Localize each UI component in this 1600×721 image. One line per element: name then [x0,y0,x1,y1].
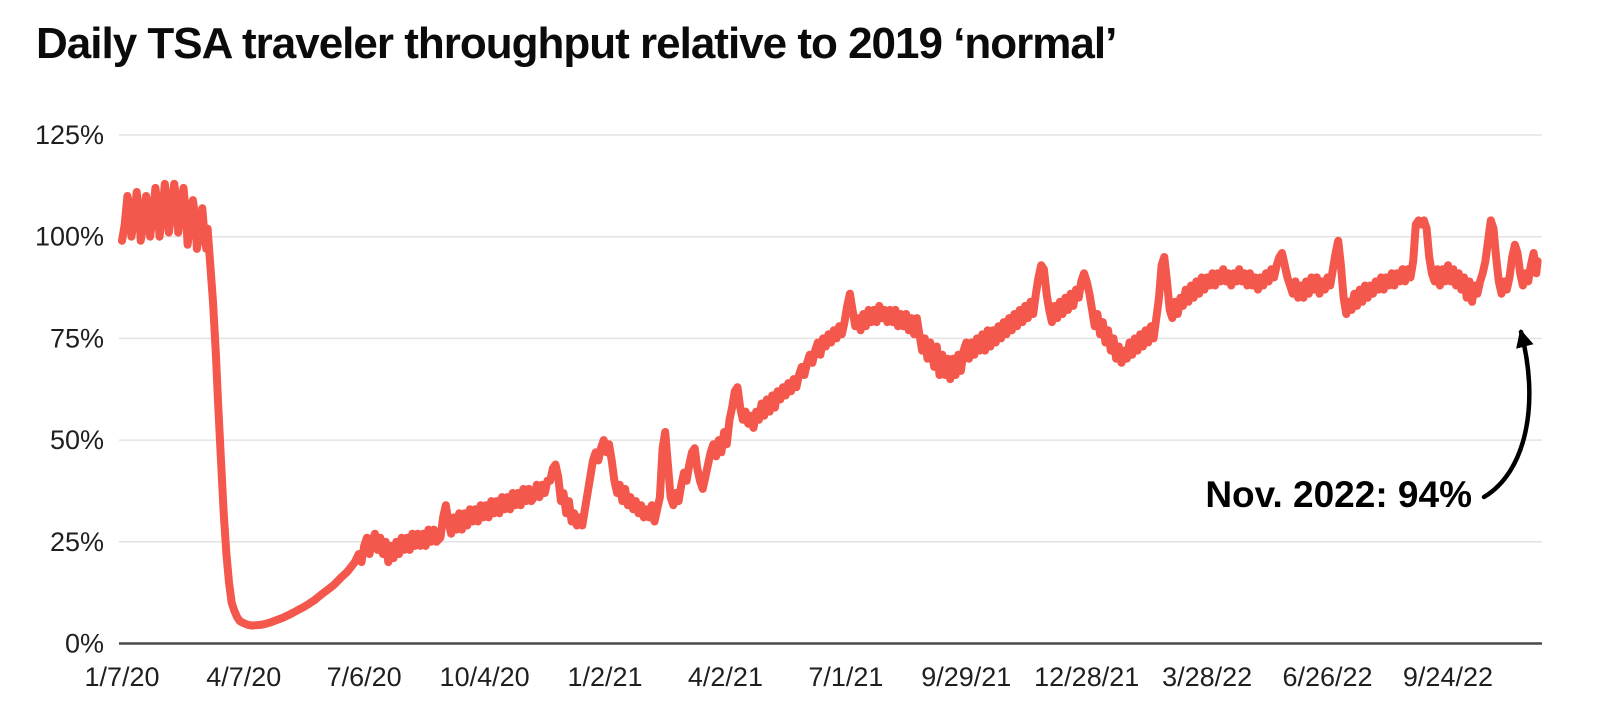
x-tick-label-4-7-20: 4/7/20 [206,662,281,692]
x-tick-label-4-2-21: 4/2/21 [688,662,763,692]
throughput-line [118,179,1542,630]
y-tick-label-25: 25% [50,527,104,557]
annotation-arrow [1481,329,1534,500]
series-lines [118,179,1542,630]
y-tick-label-0: 0% [65,629,104,659]
gridlines [119,134,1542,645]
x-tick-label-12-28-21: 12/28/21 [1034,662,1139,692]
y-tick-label-50: 50% [50,425,104,455]
annotation-label: Nov. 2022: 94% [1205,474,1472,515]
y-axis-labels: 0% 25% 50% 75% 100% 125% [35,120,104,659]
x-tick-label-6-26-22: 6/26/22 [1282,662,1372,692]
x-tick-label-1-7-20: 1/7/20 [84,662,159,692]
y-tick-label-75: 75% [50,323,104,353]
x-tick-label-3-28-22: 3/28/22 [1162,662,1252,692]
x-tick-label-10-4-20: 10/4/20 [440,662,530,692]
x-tick-label-7-6-20: 7/6/20 [327,662,402,692]
y-tick-label-125: 125% [35,120,104,150]
y-tick-label-100: 100% [35,222,104,252]
x-tick-label-1-2-21: 1/2/21 [567,662,642,692]
x-tick-label-7-1-21: 7/1/21 [808,662,883,692]
chart-title: Daily TSA traveler throughput relative t… [36,19,1117,68]
x-tick-label-9-24-22: 9/24/22 [1403,662,1493,692]
x-axis-labels: 1/7/20 4/7/20 7/6/20 10/4/20 1/2/21 4/2/21 7/1… [84,662,1493,692]
x-tick-label-9-29-21: 9/29/21 [921,662,1011,692]
